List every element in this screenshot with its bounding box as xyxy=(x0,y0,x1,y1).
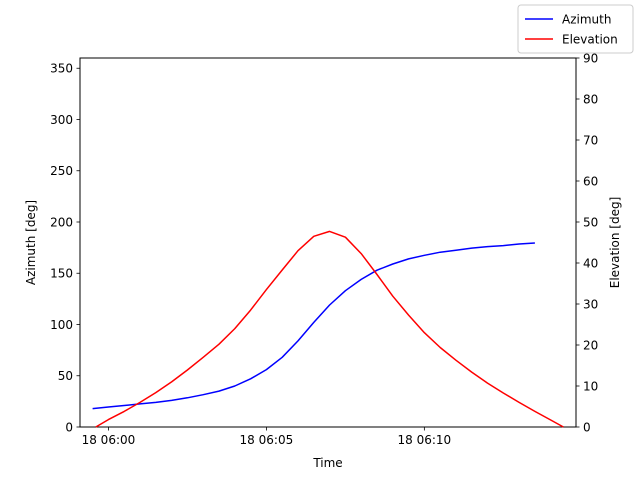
left-y-tick-label: 150 xyxy=(50,267,73,281)
series-line-elevation xyxy=(95,230,564,428)
right-y-tick-label: 0 xyxy=(583,420,591,434)
left-y-axis-label: Azimuth [deg] xyxy=(24,200,38,285)
legend-label-azimuth: Azimuth xyxy=(562,13,611,27)
plot-frame xyxy=(79,57,577,428)
right-y-tick-label: 50 xyxy=(583,215,598,229)
right-y-axis-label: Elevation [deg] xyxy=(608,197,622,289)
left-y-axis-ticks: 0 50 100 150 200 250 300 350 xyxy=(50,62,80,434)
left-y-tick-label: 300 xyxy=(50,113,73,127)
left-y-tick-label: 350 xyxy=(50,62,73,76)
right-y-tick-label: 10 xyxy=(583,379,598,393)
right-y-tick-label: 90 xyxy=(583,51,598,65)
right-y-tick-label: 20 xyxy=(583,338,598,352)
left-y-tick-label: 250 xyxy=(50,164,73,178)
right-y-tick-label: 70 xyxy=(583,133,598,147)
right-y-tick-label: 60 xyxy=(583,174,598,188)
legend-label-elevation: Elevation xyxy=(562,33,618,47)
x-tick-label: 18 06:00 xyxy=(82,433,136,447)
right-y-axis-ticks: 0 10 20 30 40 50 60 70 80 90 xyxy=(576,51,598,434)
x-tick-label: 18 06:05 xyxy=(240,433,294,447)
plot-area: 18 06:00 18 06:05 18 06:10 050100150200250… xyxy=(50,51,598,447)
left-y-tick-label: 100 xyxy=(50,318,73,332)
left-y-tick-label: 50 xyxy=(58,369,73,383)
left-y-tick-label: 0 xyxy=(65,420,73,434)
series-line-azimuth xyxy=(92,242,535,410)
right-y-tick-label: 80 xyxy=(583,92,598,106)
x-axis-label: Time xyxy=(312,456,342,470)
legend-box xyxy=(517,4,634,54)
x-tick-label: 18 06:10 xyxy=(398,433,452,447)
left-y-tick-label: 200 xyxy=(50,215,73,229)
right-y-tick-label: 30 xyxy=(583,297,598,311)
legend: Azimuth Elevation xyxy=(517,4,634,54)
series-layer xyxy=(92,230,564,428)
x-axis-ticks: 18 06:00 18 06:05 18 06:10 xyxy=(82,427,452,447)
right-y-tick-label: 40 xyxy=(583,256,598,270)
